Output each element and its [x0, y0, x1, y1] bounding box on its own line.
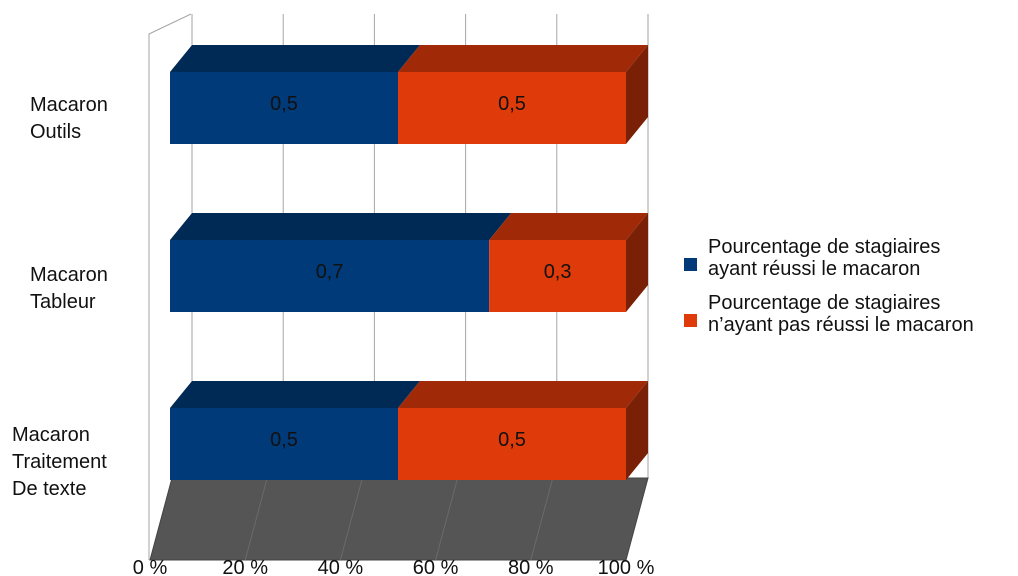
bar-segment	[398, 72, 626, 144]
data-label: 0,3	[544, 261, 572, 283]
category-label: Macaron Tableur	[30, 262, 108, 316]
floor-gridline	[339, 477, 363, 561]
bar-segment	[489, 240, 626, 312]
bar-side-face	[626, 381, 648, 480]
floor-gridline	[435, 477, 459, 561]
category-label: Macaron Outils	[30, 92, 108, 146]
category-label-line: Outils	[30, 121, 82, 143]
bar-top-face	[170, 213, 512, 240]
bar-top-face	[170, 45, 420, 72]
chart-floor	[149, 477, 649, 561]
bar-side-face	[626, 213, 648, 312]
floor-gridline	[244, 477, 268, 561]
bar-segment	[170, 240, 490, 312]
legend-item-succeeded: Pourcentage de stagiaires ayant réussi l…	[684, 236, 1018, 280]
side-wall	[148, 13, 192, 560]
legend-swatch-failed	[684, 314, 697, 327]
category-label-line: Macaron	[12, 424, 90, 446]
x-tick-label: 0 %	[133, 557, 168, 576]
legend: Pourcentage de stagiaires ayant réussi l…	[684, 236, 1018, 348]
data-label: 0,5	[270, 93, 298, 115]
data-label: 0,5	[270, 429, 298, 451]
data-label: 0,7	[316, 261, 344, 283]
bar-top-face	[398, 45, 648, 72]
bar-segment	[398, 408, 626, 480]
bar-top-face	[489, 213, 648, 240]
x-tick-label: 100 %	[598, 557, 655, 576]
data-label: 0,5	[498, 93, 526, 115]
bar-segment	[170, 72, 398, 144]
category-label-line: Macaron	[30, 264, 108, 286]
category-label: Macaron Traitement De texte	[12, 422, 107, 503]
legend-item-failed: Pourcentage de stagiaires n’ayant pas ré…	[684, 292, 1018, 336]
floor-gridline	[530, 477, 554, 561]
legend-swatch-succeeded	[684, 258, 697, 271]
bar-top-face	[398, 381, 648, 408]
legend-label-succeeded: Pourcentage de stagiaires ayant réussi l…	[708, 236, 941, 280]
x-tick-label: 40 %	[318, 557, 364, 576]
legend-label-failed: Pourcentage de stagiaires n’ayant pas ré…	[708, 292, 974, 336]
x-tick-label: 20 %	[222, 557, 268, 576]
category-label-line: Traitement	[12, 451, 107, 473]
bar-side-face	[626, 45, 648, 144]
category-label-line: Tableur	[30, 291, 96, 313]
x-tick-label: 60 %	[413, 557, 459, 576]
category-label-line: Macaron	[30, 94, 108, 116]
data-label: 0,5	[498, 429, 526, 451]
category-label-line: De texte	[12, 478, 87, 500]
bar-top-face	[170, 381, 420, 408]
x-tick-label: 80 %	[508, 557, 554, 576]
bar-segment	[170, 408, 398, 480]
